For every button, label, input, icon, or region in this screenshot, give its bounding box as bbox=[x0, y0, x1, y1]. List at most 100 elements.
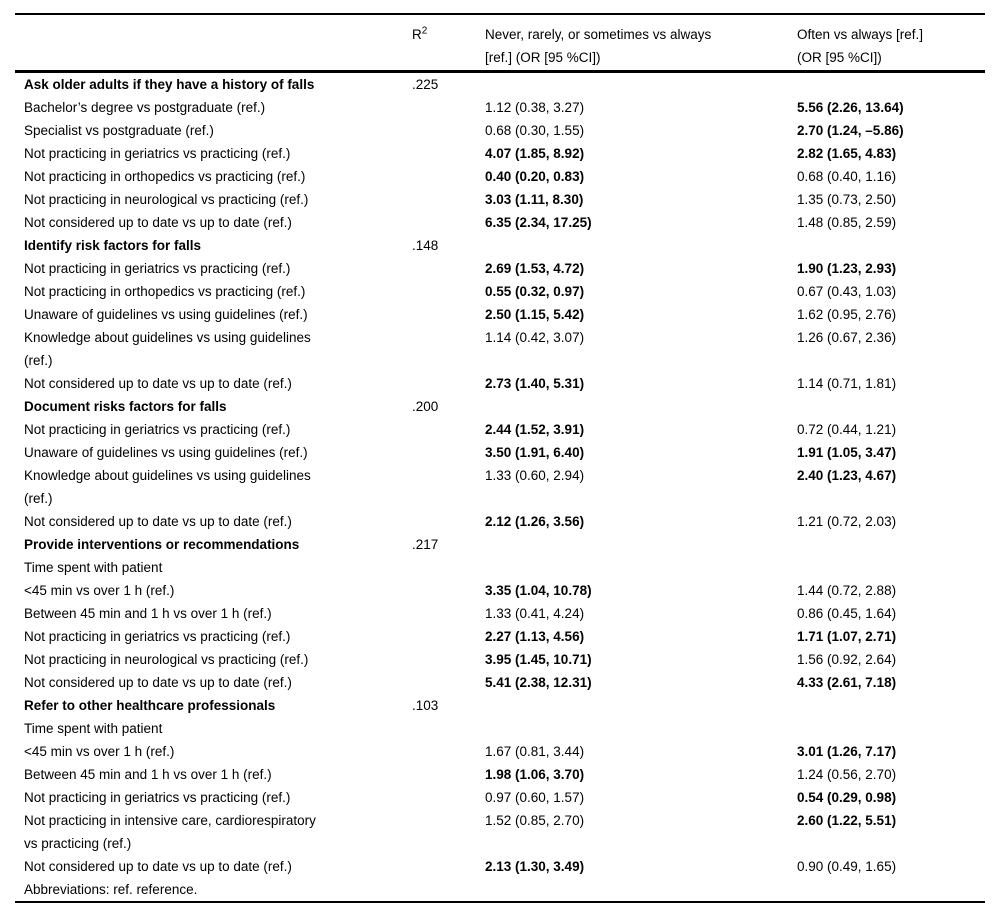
row-label-cell: Not considered up to date vs up to date … bbox=[24, 215, 292, 230]
table-row: Time spent with patient bbox=[15, 556, 985, 579]
row-label-cell: Not practicing in neurological vs practi… bbox=[24, 652, 309, 667]
or-never-cell: 4.07 (1.85, 8.92) bbox=[485, 146, 585, 161]
or-never-cell: 0.40 (0.20, 0.83) bbox=[485, 169, 585, 184]
or-never-cell bbox=[485, 234, 797, 257]
table-header: R2 Never, rarely, or sometimes vs always… bbox=[15, 14, 985, 73]
row-label-cell: Bachelor’s degree vs postgraduate (ref.) bbox=[24, 100, 266, 115]
or-never-cell: 1.67 (0.81, 3.44) bbox=[485, 744, 585, 759]
table-row: Not considered up to date vs up to date … bbox=[15, 855, 985, 878]
or-never-cell bbox=[485, 556, 797, 579]
or-often-cell bbox=[797, 234, 985, 257]
or-often-cell: 1.62 (0.95, 2.76) bbox=[797, 307, 897, 322]
table-row: Not practicing in neurological vs practi… bbox=[15, 648, 985, 671]
or-often-cell: 0.90 (0.49, 1.65) bbox=[797, 859, 897, 874]
r2-cell: .200 bbox=[412, 399, 439, 414]
table-row: Unaware of guidelines vs using guideline… bbox=[15, 303, 985, 326]
or-often-cell bbox=[797, 395, 985, 418]
or-often-cell: 1.24 (0.56, 2.70) bbox=[797, 767, 897, 782]
row-label-cell: Not practicing in orthopedics vs practic… bbox=[24, 284, 306, 299]
row-label-cell: Knowledge about guidelines vs using guid… bbox=[24, 330, 311, 368]
table-row: <45 min vs over 1 h (ref.) 1.67 (0.81, 3… bbox=[15, 740, 985, 763]
r2-cell bbox=[412, 556, 485, 579]
r2-cell bbox=[412, 510, 485, 533]
header-row: R2 Never, rarely, or sometimes vs always… bbox=[15, 14, 985, 73]
row-label-cell: Time spent with patient bbox=[24, 721, 163, 736]
r2-cell: .225 bbox=[412, 77, 439, 92]
row-label-cell: Not considered up to date vs up to date … bbox=[24, 376, 292, 391]
r2-cell bbox=[412, 855, 485, 878]
col-header-or-never: Never, rarely, or sometimes vs always [r… bbox=[485, 14, 797, 73]
or-never-cell: 2.27 (1.13, 4.56) bbox=[485, 629, 585, 644]
table-row: Document risks factors for falls .200 bbox=[15, 395, 985, 418]
r2-cell bbox=[412, 625, 485, 648]
or-often-cell: 0.54 (0.29, 0.98) bbox=[797, 790, 897, 805]
row-label-cell: <45 min vs over 1 h (ref.) bbox=[24, 583, 175, 598]
or-never-cell bbox=[485, 878, 797, 902]
row-label-cell: Abbreviations: ref. reference. bbox=[24, 882, 198, 897]
or-often-cell: 1.35 (0.73, 2.50) bbox=[797, 192, 897, 207]
r2-cell bbox=[412, 188, 485, 211]
or-never-cell bbox=[485, 72, 797, 97]
r2-cell bbox=[412, 464, 485, 510]
or-never-cell bbox=[485, 694, 797, 717]
r2-cell bbox=[412, 372, 485, 395]
r2-cell bbox=[412, 326, 485, 372]
or-often-cell: 1.48 (0.85, 2.59) bbox=[797, 215, 897, 230]
r2-cell: .148 bbox=[412, 238, 439, 253]
or-often-cell bbox=[797, 878, 985, 902]
or-never-cell: 2.69 (1.53, 4.72) bbox=[485, 261, 585, 276]
row-label-cell: Between 45 min and 1 h vs over 1 h (ref.… bbox=[24, 767, 272, 782]
r2-cell bbox=[412, 280, 485, 303]
row-label-cell: Provide interventions or recommendations bbox=[24, 537, 300, 552]
row-label-cell: Ask older adults if they have a history … bbox=[24, 77, 315, 92]
row-label-cell: Not practicing in geriatrics vs practici… bbox=[24, 629, 291, 644]
table-row: Not considered up to date vs up to date … bbox=[15, 671, 985, 694]
or-never-cell: 1.52 (0.85, 2.70) bbox=[485, 813, 585, 828]
or-often-cell: 1.56 (0.92, 2.64) bbox=[797, 652, 897, 667]
r2-cell bbox=[412, 142, 485, 165]
table-row: Not practicing in geriatrics vs practici… bbox=[15, 418, 985, 441]
row-label-cell: Not practicing in orthopedics vs practic… bbox=[24, 169, 306, 184]
table-row: Time spent with patient bbox=[15, 717, 985, 740]
or-never-cell: 6.35 (2.34, 17.25) bbox=[485, 215, 592, 230]
r2-cell bbox=[412, 648, 485, 671]
r2-cell bbox=[412, 418, 485, 441]
or-never-cell: 2.50 (1.15, 5.42) bbox=[485, 307, 585, 322]
or-often-cell: 3.01 (1.26, 7.17) bbox=[797, 744, 897, 759]
or-often-cell: 1.90 (1.23, 2.93) bbox=[797, 261, 897, 276]
table-row: Not practicing in orthopedics vs practic… bbox=[15, 165, 985, 188]
table-row: Not practicing in geriatrics vs practici… bbox=[15, 786, 985, 809]
row-label-cell: Not practicing in geriatrics vs practici… bbox=[24, 422, 291, 437]
table-row: Not practicing in geriatrics vs practici… bbox=[15, 625, 985, 648]
r2-cell bbox=[412, 211, 485, 234]
table-row: Not considered up to date vs up to date … bbox=[15, 211, 985, 234]
table-row: Not considered up to date vs up to date … bbox=[15, 510, 985, 533]
r2-cell bbox=[412, 579, 485, 602]
or-often-cell: 5.56 (2.26, 13.64) bbox=[797, 100, 904, 115]
row-label-cell: Unaware of guidelines vs using guideline… bbox=[24, 307, 308, 322]
or-never-cell: 1.12 (0.38, 3.27) bbox=[485, 100, 585, 115]
table-row: Unaware of guidelines vs using guideline… bbox=[15, 441, 985, 464]
or-never-cell: 1.33 (0.60, 2.94) bbox=[485, 468, 585, 483]
or-never-cell: 1.14 (0.42, 3.07) bbox=[485, 330, 585, 345]
or-never-cell: 1.33 (0.41, 4.24) bbox=[485, 606, 585, 621]
row-label-cell: Time spent with patient bbox=[24, 560, 163, 575]
or-never-cell: 3.95 (1.45, 10.71) bbox=[485, 652, 592, 667]
r2-cell bbox=[412, 878, 485, 902]
table-row: Knowledge about guidelines vs using guid… bbox=[15, 464, 985, 510]
or-never-cell: 1.98 (1.06, 3.70) bbox=[485, 767, 585, 782]
row-label-cell: Not practicing in geriatrics vs practici… bbox=[24, 790, 291, 805]
or-never-cell: 3.35 (1.04, 10.78) bbox=[485, 583, 592, 598]
row-label-cell: Unaware of guidelines vs using guideline… bbox=[24, 445, 308, 460]
row-label-cell: Identify risk factors for falls bbox=[24, 238, 202, 253]
r2-cell bbox=[412, 786, 485, 809]
r2-cell: .103 bbox=[412, 698, 439, 713]
table-row: Ask older adults if they have a history … bbox=[15, 72, 985, 97]
r2-cell bbox=[412, 441, 485, 464]
or-never-cell: 2.44 (1.52, 3.91) bbox=[485, 422, 585, 437]
row-label-cell: Not practicing in intensive care, cardio… bbox=[24, 813, 316, 851]
or-often-cell bbox=[797, 717, 985, 740]
table-row: Between 45 min and 1 h vs over 1 h (ref.… bbox=[15, 602, 985, 625]
r2-superscript: 2 bbox=[421, 25, 428, 37]
